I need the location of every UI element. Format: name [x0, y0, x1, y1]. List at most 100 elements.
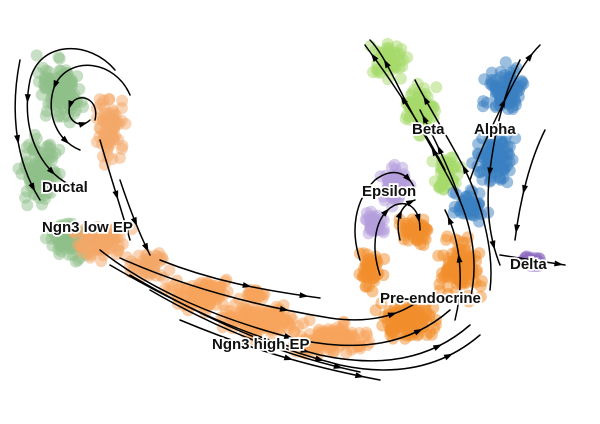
label-alpha: Alpha	[474, 121, 516, 138]
streamline-arrowhead	[78, 122, 88, 128]
cell-point-ngn3-low	[86, 229, 99, 242]
streamline-arrowhead	[123, 225, 129, 235]
streamline-arrowhead	[300, 347, 310, 353]
cell-point-pre-endocrine	[387, 318, 400, 331]
streamline-arrowhead	[363, 184, 371, 194]
cluster-labels: Ductal Ngn3 low EP Ngn3 high EP Pre-endo…	[40, 119, 549, 355]
cell-point-ductal	[30, 49, 43, 62]
cell-point-epsilon	[360, 207, 373, 219]
cell-point-beta	[430, 81, 443, 94]
cell-point-ngn3-low	[126, 223, 138, 235]
cell-point-alpha	[483, 175, 496, 188]
cell-point-ngn3-high	[303, 314, 316, 327]
cell-point-ductal	[36, 164, 49, 177]
cell-point-epsilon	[396, 161, 409, 174]
streamline-arrowhead	[499, 98, 506, 108]
cell-point-ngn3-low	[104, 138, 117, 151]
cell-point-beta	[394, 72, 407, 85]
cell-point-alpha	[503, 71, 516, 84]
cell-point-ngn3-high	[175, 283, 188, 296]
streamline-arrowhead	[333, 363, 343, 369]
velocity-streamlines	[14, 39, 566, 381]
streamline-arrowhead	[14, 134, 20, 145]
cell-point-pre-endocrine	[371, 268, 384, 281]
cell-point-pre-endocrine	[459, 243, 472, 255]
cell-point-ngn3-low	[94, 122, 107, 135]
label-pre-endocrine: Pre-endocrine	[380, 290, 481, 307]
cell-point-ductal	[49, 147, 62, 160]
cell-point-ngn3-high	[286, 313, 299, 326]
streamline-arrowhead	[531, 256, 541, 263]
streamline-arrowhead	[456, 253, 463, 263]
cell-point-beta	[394, 47, 407, 60]
label-epsilon: Epsilon	[362, 183, 416, 200]
streamline-arrowhead	[28, 182, 36, 192]
cell-point-ductal	[37, 61, 49, 74]
cell-point-beta	[449, 161, 462, 174]
streamline-arrowhead	[53, 79, 60, 90]
streamline-arrowhead	[403, 173, 412, 183]
cell-point-beta	[437, 182, 450, 195]
cell-point-ductal	[42, 139, 55, 152]
streamline-arrowhead	[437, 145, 444, 155]
cell-point-ngn3-low	[155, 251, 168, 264]
cell-point-ductal	[24, 162, 37, 175]
cell-point-epsilon	[388, 188, 400, 200]
cell-point-alpha	[506, 103, 519, 115]
cell-point-beta	[426, 155, 439, 168]
streamline-arrowhead	[283, 333, 294, 339]
cell-point-epsilon	[397, 177, 410, 190]
cell-point-ductal	[66, 249, 79, 261]
label-ductal: Ductal	[42, 179, 88, 196]
cell-point-alpha	[485, 74, 498, 86]
cell-point-alpha	[496, 82, 509, 95]
cell-point-ngn3-low	[116, 94, 129, 107]
cell-point-pre-endocrine	[473, 247, 486, 260]
cell-point-ngn3-high	[312, 326, 325, 339]
cell-point-ngn3-low	[93, 93, 106, 106]
streamline-arrowhead	[395, 209, 402, 220]
cell-point-pre-endocrine	[417, 213, 430, 226]
cell-point-alpha	[493, 171, 506, 184]
streamline-arrowhead	[443, 353, 453, 361]
streamline	[514, 129, 546, 241]
streamline-arrowhead	[525, 52, 534, 62]
streamline-arrowhead	[370, 53, 379, 62]
cell-point-epsilon	[382, 174, 395, 187]
cell-point-ngn3-high	[259, 313, 272, 326]
cell-point-ductal	[55, 239, 68, 252]
cell-point-beta	[427, 101, 440, 114]
cell-point-pre-endocrine	[462, 295, 475, 308]
cell-point-pre-endocrine	[412, 230, 425, 243]
cell-point-ngn3-low	[91, 112, 103, 125]
cell-point-alpha	[500, 129, 513, 142]
streamline-arrowhead	[381, 208, 390, 217]
streamline	[369, 39, 475, 301]
cell-point-alpha	[496, 160, 509, 173]
cell-point-ductal	[66, 79, 79, 92]
cell-point-pre-endocrine	[376, 319, 389, 332]
cell-point-ductal	[52, 88, 65, 101]
label-beta: Beta	[412, 121, 445, 138]
cell-point-ngn3-low	[67, 224, 79, 237]
cell-point-ngn3-low	[119, 117, 132, 130]
streamline-arrowhead	[554, 260, 564, 267]
cell-point-alpha	[515, 75, 528, 87]
streamline-arrowhead	[447, 215, 454, 226]
streamline-arrowhead	[242, 282, 252, 288]
streamline	[26, 48, 116, 186]
cell-point-pre-endocrine	[413, 311, 426, 324]
cell-point-pre-endocrine	[474, 290, 487, 303]
cell-point-ngn3-low	[92, 240, 105, 253]
streamline-arrowhead	[46, 166, 56, 176]
streamline-arrowhead	[130, 216, 138, 227]
label-ngn3-high-ep: Ngn3 high EP	[212, 336, 310, 353]
streamline	[374, 203, 421, 276]
streamline-arrowhead	[283, 354, 294, 361]
streamline-arrowhead	[400, 95, 408, 105]
streamline-arrowhead	[522, 184, 528, 195]
cell-point-alpha	[493, 148, 506, 161]
cell-point-pre-endocrine	[425, 328, 438, 341]
cell-point-pre-endocrine	[440, 233, 453, 246]
